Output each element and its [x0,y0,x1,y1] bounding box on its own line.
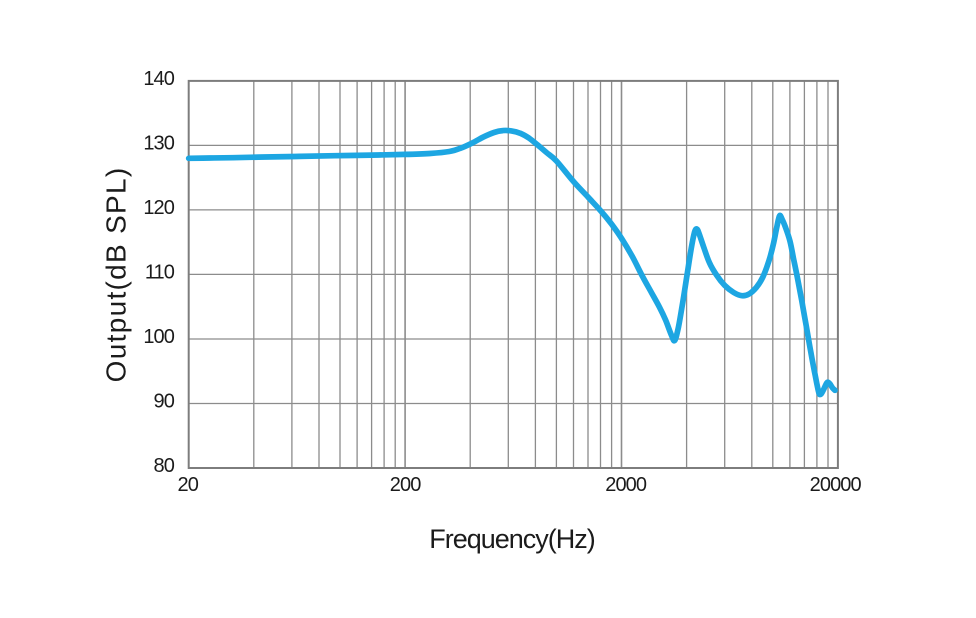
svg-text:20: 20 [177,474,198,496]
svg-text:20000: 20000 [810,474,862,496]
svg-text:200: 200 [390,474,421,496]
svg-text:90: 90 [154,390,175,412]
svg-text:120: 120 [143,197,174,219]
svg-text:130: 130 [143,132,174,154]
svg-text:2000: 2000 [605,474,647,496]
svg-text:110: 110 [145,261,175,283]
svg-text:Frequency(Hz): Frequency(Hz) [429,524,595,554]
svg-text:80: 80 [154,455,175,477]
svg-text:100: 100 [143,326,174,348]
svg-text:Output(dB SPL): Output(dB SPL) [101,166,132,382]
svg-text:140: 140 [143,68,174,90]
